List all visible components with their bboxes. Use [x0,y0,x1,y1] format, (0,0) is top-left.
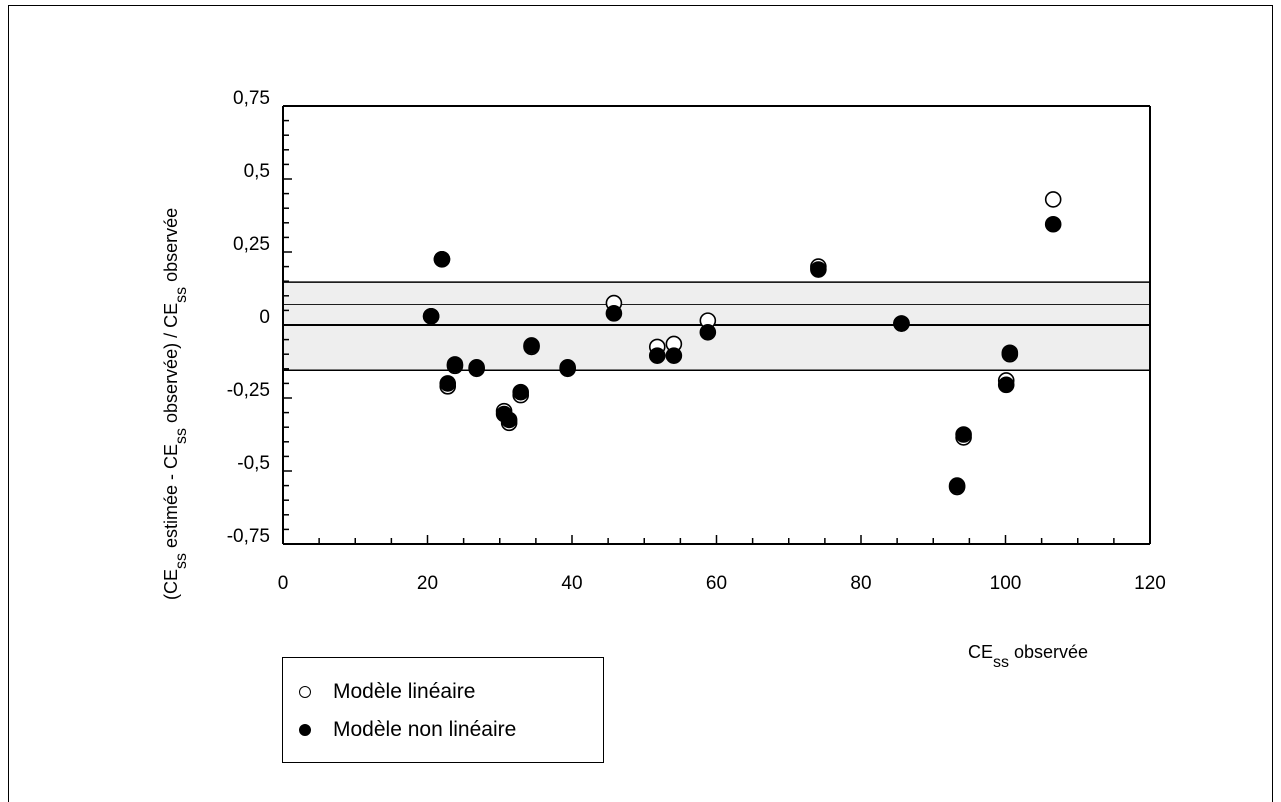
data-point-nonlinear [955,426,972,443]
legend: Modèle linéaire Modèle non linéaire [282,657,604,763]
figure-frame [8,5,1273,802]
data-points [422,191,1062,496]
y-tick-label: 0,25 [233,234,270,255]
y-tick-label: 0,5 [244,161,270,182]
data-point-nonlinear [810,261,827,278]
data-point-nonlinear [500,411,518,429]
y-tick-label: 0,75 [233,88,270,109]
x-tick-label: 0 [278,573,289,594]
legend-item-nonlinear: Modèle non linéaire [299,718,516,742]
data-point-nonlinear [699,323,717,341]
data-point-nonlinear [523,337,540,354]
data-point-nonlinear [446,356,464,373]
band-fill [283,282,1150,371]
x-tick-label: 100 [990,573,1022,594]
confidence-band [283,281,1150,372]
y-tick-label: -0,75 [227,526,270,547]
data-point-nonlinear [997,376,1015,394]
axes: 0 20 40 60 80 100 120 0,75 0,5 0,25 0 -0,25 -0,5 -0,7… [227,88,1166,594]
y-tick-label: -0,25 [227,380,270,401]
data-point-nonlinear [512,383,530,401]
x-tick-label: 40 [561,573,582,594]
data-point-nonlinear [948,477,966,494]
filled-circle-icon [299,724,311,736]
data-point-nonlinear [648,347,666,364]
legend-item-linear: Modèle linéaire [299,680,475,704]
y-tick-label: 0 [259,307,270,328]
axis-labels: CEss observée (CEss estimée - CEss obser… [161,208,1088,671]
data-point-nonlinear [605,305,623,322]
data-point-nonlinear [468,359,485,376]
data-point-nonlinear [1044,215,1062,233]
x-tick-label: 60 [706,573,727,594]
x-axis-label: CEss observée [968,642,1088,671]
data-point-nonlinear [1001,344,1019,362]
data-point-nonlinear [422,307,440,325]
data-point-nonlinear [433,250,451,268]
data-point-nonlinear [893,315,910,332]
y-tick-label: -0,5 [237,453,270,474]
data-point-linear [1044,191,1062,208]
x-tick-label: 120 [1134,573,1166,594]
data-point-nonlinear [559,359,576,376]
open-circle-icon [299,686,311,698]
legend-label-linear: Modèle linéaire [333,680,476,703]
data-point-nonlinear [665,347,683,364]
x-tick-label: 80 [850,573,871,594]
x-tick-label: 20 [417,573,438,594]
y-axis-label: (CEss estimée - CEss observée) / CEss ob… [161,208,190,600]
legend-label-nonlinear: Modèle non linéaire [333,718,517,741]
data-point-nonlinear [439,375,457,392]
